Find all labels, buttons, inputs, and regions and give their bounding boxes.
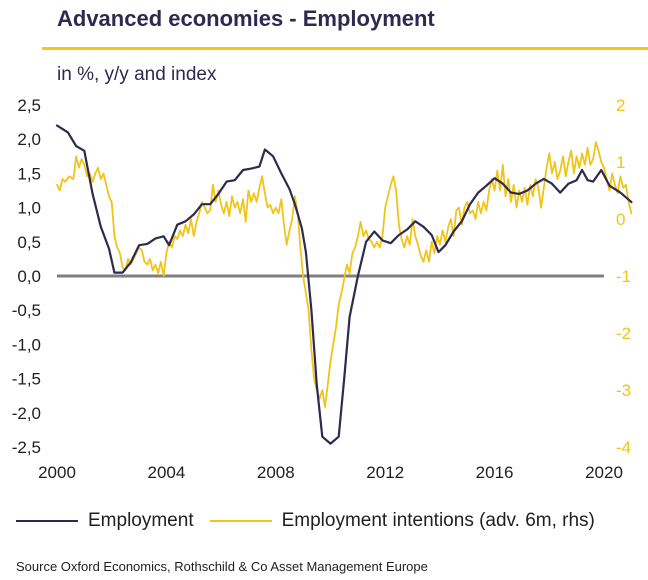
y-left-tick-label: 1,0 <box>17 199 41 218</box>
x-tick-label: 2012 <box>366 463 404 482</box>
y-left-tick-label: -1,0 <box>12 335 41 354</box>
chart-subtitle: in %, y/y and index <box>57 64 217 85</box>
y-right-tick-label: 2 <box>616 96 625 115</box>
title-underline <box>42 47 648 50</box>
series-line-employment-intentions <box>56 141 633 408</box>
legend-swatch-intentions <box>209 520 272 522</box>
series-layer <box>55 124 633 445</box>
y-right-tick-label: 1 <box>616 153 625 172</box>
y-left-tick-label: -2,0 <box>12 404 41 423</box>
y-right-tick-label: -2 <box>616 324 631 343</box>
y-left-tick-label: 0,0 <box>17 267 41 286</box>
y-right-tick-label: -3 <box>616 381 631 400</box>
x-tick-label: 2008 <box>257 463 295 482</box>
y-right-ticks: 2 1 0 -1 -2 -3 -4 <box>616 96 631 457</box>
legend-item-intentions: Employment intentions (adv. 6m, rhs) <box>209 510 595 532</box>
x-tick-label: 2016 <box>476 463 514 482</box>
line-chart: 2,5 2,0 1,5 1,0 0,5 0,0 -0,5 -1,0 -1,5 -2,0 -2,5 2… <box>12 96 633 482</box>
y-left-tick-label: 2,5 <box>17 96 41 115</box>
y-right-tick-label: 0 <box>616 210 625 229</box>
legend-label-intentions: Employment intentions (adv. 6m, rhs) <box>281 510 595 531</box>
y-left-tick-label: 1,5 <box>17 164 41 183</box>
legend-item-employment: Employment <box>16 510 194 532</box>
x-tick-label: 2020 <box>585 463 623 482</box>
y-left-tick-label: -0,5 <box>12 301 41 320</box>
series-line-employment <box>55 124 633 445</box>
chart-title: Advanced economies - Employment <box>57 6 435 31</box>
y-left-tick-label: -1,5 <box>12 370 41 389</box>
legend-label-employment: Employment <box>88 510 194 531</box>
legend: Employment Employment intentions (adv. 6… <box>16 508 611 534</box>
x-axis-ticks: 2000 2004 2008 2012 2016 2020 <box>38 463 623 482</box>
y-right-tick-label: -1 <box>616 267 631 286</box>
y-left-tick-label: -2,5 <box>12 438 41 457</box>
y-left-tick-label: 2,0 <box>17 130 41 149</box>
legend-swatch-employment <box>16 520 78 522</box>
y-left-tick-label: 0,5 <box>17 233 41 252</box>
x-tick-label: 2000 <box>38 463 76 482</box>
source-note: Source Oxford Economics, Rothschild & Co… <box>16 559 428 574</box>
y-right-tick-label: -4 <box>616 438 631 457</box>
y-left-ticks: 2,5 2,0 1,5 1,0 0,5 0,0 -0,5 -1,0 -1,5 -2,0 -2,5 <box>12 96 41 457</box>
x-tick-label: 2004 <box>147 463 185 482</box>
